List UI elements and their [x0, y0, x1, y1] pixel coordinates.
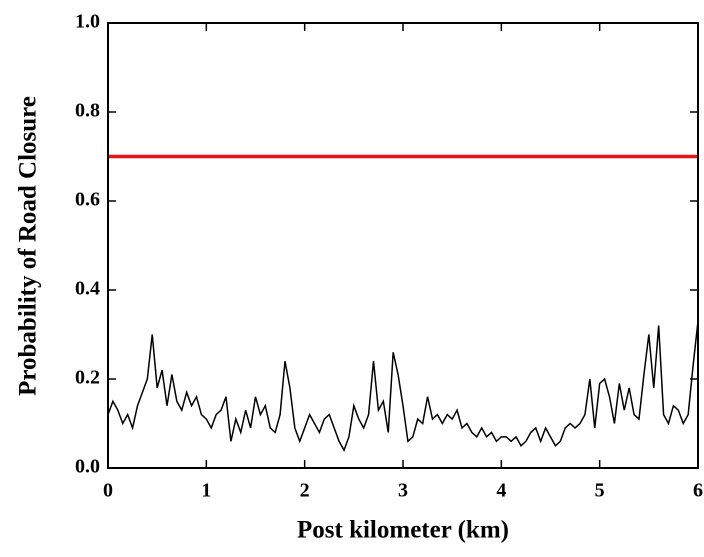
y-tick-label: 1.0: [75, 11, 100, 33]
x-tick-label: 0: [103, 480, 113, 502]
x-tick-label: 4: [496, 480, 506, 502]
y-axis-label: Probability of Road Closure: [15, 96, 42, 396]
x-axis-label: Post kilometer (km): [297, 517, 509, 544]
x-tick-label: 5: [595, 480, 605, 502]
y-tick-label: 0.8: [75, 100, 100, 122]
y-tick-label: 0.0: [75, 456, 100, 478]
plot-frame: [107, 22, 699, 469]
y-tick-label: 0.2: [75, 367, 100, 389]
data-line: [107, 321, 699, 452]
x-tick-label: 2: [300, 480, 310, 502]
y-tick-label: 0.4: [75, 278, 100, 300]
x-tick-label: 1: [201, 480, 211, 502]
y-tick-label: 0.6: [75, 189, 100, 211]
x-tick-label: 3: [398, 480, 408, 502]
x-tick-label: 6: [693, 480, 703, 502]
